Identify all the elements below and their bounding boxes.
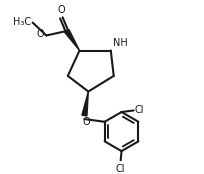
Polygon shape (82, 92, 88, 116)
Text: NH: NH (113, 38, 128, 48)
Text: O: O (58, 5, 65, 15)
Text: H₃C: H₃C (13, 17, 31, 27)
Text: O: O (37, 29, 44, 39)
Polygon shape (65, 30, 80, 50)
Text: O: O (82, 117, 90, 126)
Text: Cl: Cl (135, 105, 144, 116)
Text: Cl: Cl (116, 164, 125, 174)
